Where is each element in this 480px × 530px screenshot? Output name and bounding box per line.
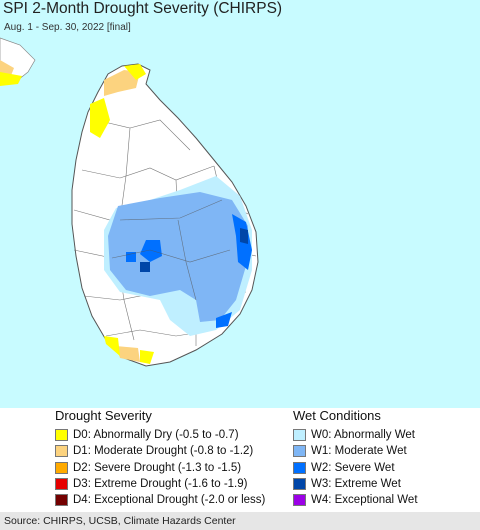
legend-item-w0: W0: Abnormally Wet <box>293 427 473 443</box>
d0-north <box>90 98 110 138</box>
legend-label-w3: W3: Extreme Wet <box>311 478 401 491</box>
legend-item-d2: D2: Severe Drought (-1.3 to -1.5) <box>55 460 290 476</box>
legend-item-d3: D3: Extreme Drought (-1.6 to -1.9) <box>55 476 290 492</box>
india-d0-patch <box>0 72 22 86</box>
legend-label-w2: W2: Severe Wet <box>311 461 395 474</box>
w2-area-2 <box>126 240 232 328</box>
legend-label-d2: D2: Severe Drought (-1.3 to -1.5) <box>73 461 242 474</box>
swatch-d0 <box>55 429 68 442</box>
legend-label-d1: D1: Moderate Drought (-0.8 to -1.2) <box>73 445 254 458</box>
swatch-d3 <box>55 478 68 491</box>
legend-label-d3: D3: Extreme Drought (-1.6 to -1.9) <box>73 478 248 491</box>
d1-south <box>116 346 140 362</box>
district-boundaries-overlay <box>111 199 231 301</box>
legend-label-d4: D4: Exceptional Drought (-2.0 or less) <box>73 494 266 507</box>
legend-item-d1: D1: Moderate Drought (-0.8 to -1.2) <box>55 443 290 459</box>
swatch-w1 <box>293 445 306 458</box>
wet-legend-title: Wet Conditions <box>293 408 381 423</box>
map-title: SPI 2-Month Drought Severity (CHIRPS) <box>3 0 283 17</box>
drought-map <box>0 0 480 408</box>
swatch-w2 <box>293 461 306 474</box>
legend-label-w0: W0: Abnormally Wet <box>311 429 415 442</box>
swatch-w0 <box>293 429 306 442</box>
wet-legend: Wet Conditions W0: Abnormally Wet W1: Mo… <box>293 408 473 510</box>
legend-label-w1: W1: Moderate Wet <box>311 445 407 458</box>
drought-legend-title: Drought Severity <box>55 408 152 423</box>
d0-north2 <box>124 64 146 80</box>
legend-item-w3: W3: Extreme Wet <box>293 476 473 492</box>
swatch-w3 <box>293 478 306 491</box>
legend-item-d4: D4: Exceptional Drought (-2.0 or less) <box>55 492 290 508</box>
legend-item-d0: D0: Abnormally Dry (-0.5 to -0.7) <box>55 427 290 443</box>
swatch-d1 <box>55 445 68 458</box>
source-footer: Source: CHIRPS, UCSB, Climate Hazards Ce… <box>0 512 480 530</box>
d1-north <box>104 70 140 96</box>
legend-label-d0: D0: Abnormally Dry (-0.5 to -0.7) <box>73 429 239 442</box>
d0-south <box>104 336 154 364</box>
map-subtitle: Aug. 1 - Sep. 30, 2022 [final] <box>4 22 131 33</box>
swatch-d4 <box>55 494 68 507</box>
legend-item-w4: W4: Exceptional Wet <box>293 492 473 508</box>
legend-item-w2: W2: Severe Wet <box>293 460 473 476</box>
legend-label-w4: W4: Exceptional Wet <box>311 494 418 507</box>
swatch-d2 <box>55 461 68 474</box>
drought-legend: Drought Severity D0: Abnormally Dry (-0.… <box>55 408 290 510</box>
w1-area <box>108 192 248 322</box>
swatch-w4 <box>293 494 306 507</box>
legend-item-w1: W1: Moderate Wet <box>293 443 473 459</box>
